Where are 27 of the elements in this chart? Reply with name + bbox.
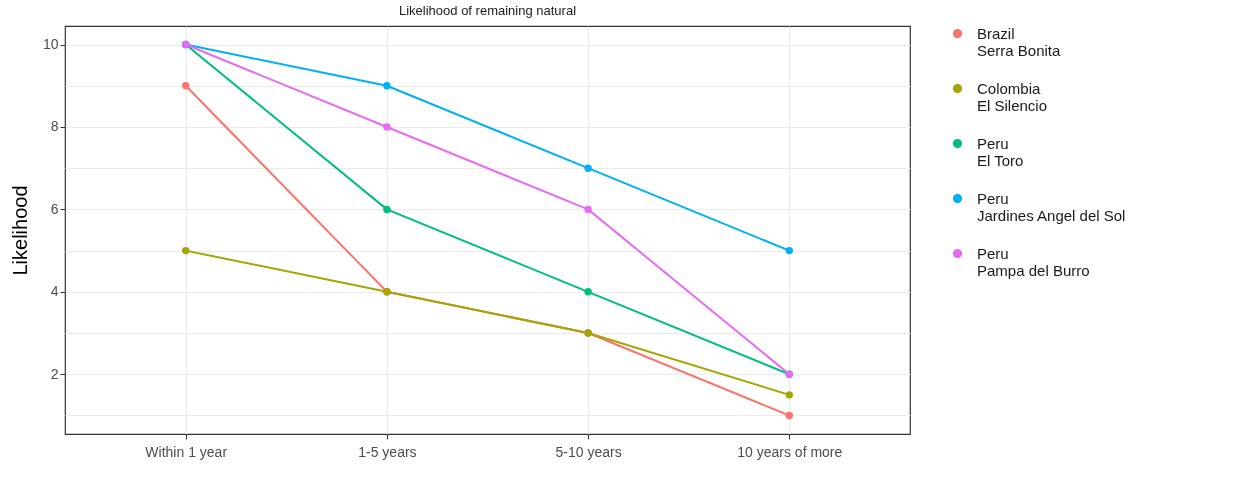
legend-label: Peru El Toro: [977, 134, 1024, 169]
y-tick-label: 6: [50, 200, 59, 217]
point: [182, 246, 190, 255]
point: [785, 411, 793, 420]
x-tick-label: 5-10 years: [555, 443, 622, 460]
x-tick-label: Within 1 year: [145, 443, 228, 460]
y-tick-label: 2: [50, 365, 59, 382]
legend-label: Colombia El Silencio: [977, 79, 1048, 114]
point: [182, 82, 190, 90]
point: [584, 288, 592, 296]
x-tick-label: 1-5 years: [358, 443, 417, 460]
y-tick-label: 4: [50, 283, 59, 300]
legend-label: Peru Jardines Angel del Sol: [977, 189, 1126, 224]
point: [584, 205, 592, 214]
y-tick-label: 8: [50, 118, 59, 135]
y-tick-label: 10: [42, 36, 59, 53]
point: [785, 246, 793, 255]
point: [383, 123, 391, 131]
chart-title: Likelihood of remaining natural: [398, 3, 577, 18]
point: [584, 164, 592, 172]
y-axis-title: Likelihood: [8, 185, 31, 276]
x-tick-label: 10 years of more: [737, 443, 843, 460]
point: [785, 391, 793, 399]
legend-label: Peru Pampa del Burro: [977, 244, 1090, 279]
point: [383, 205, 391, 214]
legend-label: Brazil Serra Bonita: [977, 24, 1062, 59]
point: [383, 82, 391, 90]
